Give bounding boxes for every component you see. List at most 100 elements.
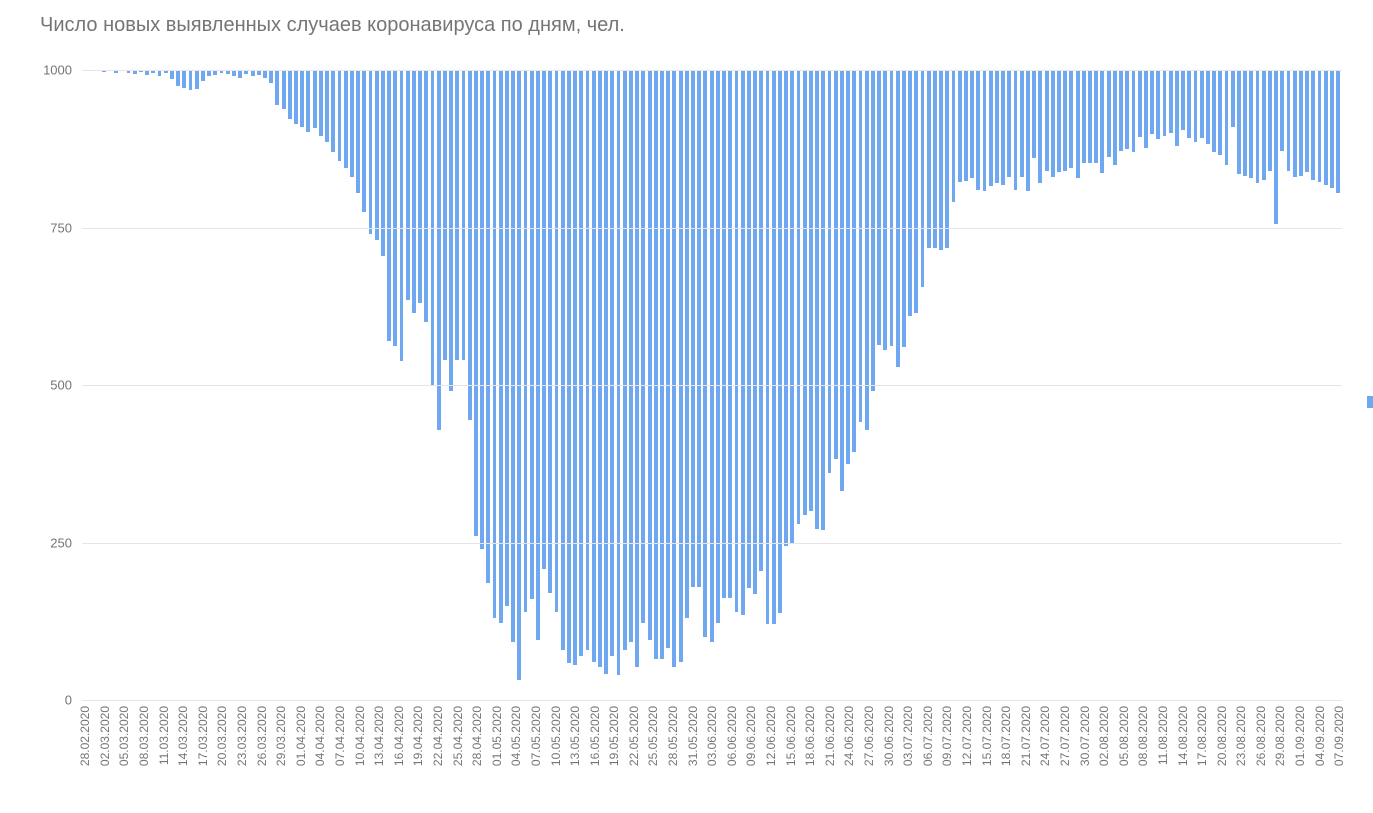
bar (735, 70, 739, 612)
bar (697, 70, 701, 587)
bar (567, 70, 571, 663)
bar (1163, 70, 1167, 136)
bar (344, 70, 348, 168)
bar (313, 70, 317, 128)
bar (728, 70, 732, 598)
bar (666, 70, 670, 648)
bar (1262, 70, 1266, 180)
bar (406, 70, 410, 300)
bar (859, 70, 863, 422)
bar (1311, 70, 1315, 180)
bar (1063, 70, 1067, 171)
bar (1045, 70, 1049, 171)
bar (486, 70, 490, 583)
bar (1057, 70, 1061, 172)
bar (815, 70, 819, 529)
bar (1026, 70, 1030, 191)
bar (890, 70, 894, 346)
bar (672, 70, 676, 667)
x-tick-label: 07.09.2020 (1332, 706, 1346, 766)
bar (1274, 70, 1278, 224)
bar (592, 70, 596, 662)
bar (952, 70, 956, 202)
bar (455, 70, 459, 360)
bar (362, 70, 366, 212)
chart-container: Число новых выявленных случаев коронавир… (0, 0, 1373, 813)
bar (914, 70, 918, 313)
bar (1119, 70, 1123, 151)
bar (1187, 70, 1191, 138)
x-labels-container: 28.02.202002.03.202005.03.202008.03.2020… (82, 706, 1342, 806)
bar (790, 70, 794, 543)
bar (970, 70, 974, 178)
bar (561, 70, 565, 650)
bar (517, 70, 521, 680)
bar (505, 70, 509, 606)
bar (1336, 70, 1340, 193)
bar (294, 70, 298, 124)
bar (821, 70, 825, 530)
bar (1212, 70, 1216, 152)
bar (1237, 70, 1241, 174)
y-tick-label: 1000 (43, 63, 82, 78)
bar (1330, 70, 1334, 188)
bar (1082, 70, 1086, 163)
bar (1243, 70, 1247, 176)
bar (468, 70, 472, 420)
bar (635, 70, 639, 667)
bar (846, 70, 850, 464)
bar (654, 70, 658, 659)
bar (772, 70, 776, 624)
legend-color-swatch (1367, 396, 1373, 408)
bar (1032, 70, 1036, 158)
bar (356, 70, 360, 193)
bar (797, 70, 801, 524)
bar (573, 70, 577, 665)
bar (1175, 70, 1179, 146)
y-tick-label: 250 (50, 535, 82, 550)
bar (784, 70, 788, 546)
bar (524, 70, 528, 612)
bar (375, 70, 379, 240)
bar (1249, 70, 1253, 178)
bar (412, 70, 416, 313)
bar (195, 70, 199, 89)
bar (685, 70, 689, 618)
grid-line (82, 228, 1342, 229)
bar (691, 70, 695, 587)
bar (958, 70, 962, 182)
bar (176, 70, 180, 86)
bar (1094, 70, 1098, 163)
bar (1138, 70, 1142, 137)
bar (1132, 70, 1136, 152)
bar (393, 70, 397, 346)
bar (983, 70, 987, 191)
y-tick-label: 500 (50, 378, 82, 393)
bar (722, 70, 726, 598)
bar (1293, 70, 1297, 177)
bar (604, 70, 608, 674)
bar (306, 70, 310, 132)
bar (766, 70, 770, 624)
bar (803, 70, 807, 515)
bar (747, 70, 751, 588)
bar (424, 70, 428, 322)
bar (1113, 70, 1117, 165)
bar (759, 70, 763, 571)
bar (617, 70, 621, 675)
bar (976, 70, 980, 190)
bar (753, 70, 757, 594)
bar (275, 70, 279, 105)
bar (598, 70, 602, 667)
bar (238, 70, 242, 78)
bar (338, 70, 342, 161)
bar (648, 70, 652, 640)
bar (474, 70, 478, 536)
bar (282, 70, 286, 109)
bar (300, 70, 304, 127)
bar (921, 70, 925, 287)
grid-line (82, 543, 1342, 544)
bar (579, 70, 583, 656)
bar (555, 70, 559, 612)
bar (1299, 70, 1303, 176)
